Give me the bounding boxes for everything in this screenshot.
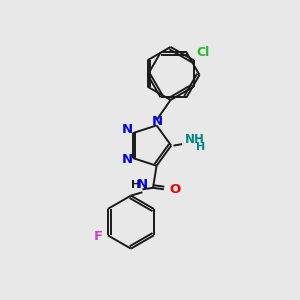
Text: N: N [152,115,163,128]
Text: H: H [196,142,205,152]
Text: H: H [131,181,140,190]
Text: Cl: Cl [196,46,209,59]
Text: N: N [122,123,133,136]
Text: N: N [137,178,148,191]
Text: N: N [122,153,133,166]
Text: NH: NH [185,133,205,146]
Text: O: O [170,183,181,196]
Text: F: F [94,230,103,243]
